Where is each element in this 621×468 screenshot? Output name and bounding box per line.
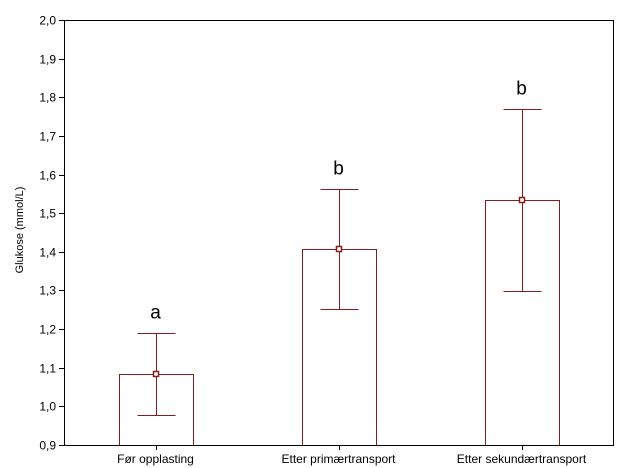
error-bars-layer — [137, 109, 542, 416]
y-tick-label: 1,3 — [39, 284, 56, 298]
y-axis-title: Glukose (mmol/L) — [14, 187, 26, 274]
y-tick-label: 1,0 — [39, 400, 56, 414]
y-tick-label: 1,2 — [39, 323, 56, 337]
group-letter: b — [333, 159, 344, 180]
group-letter: a — [150, 303, 161, 324]
y-tick-label: 2,0 — [39, 14, 56, 28]
mean-point — [152, 370, 160, 378]
x-category-label: Etter primærtransport — [281, 452, 396, 466]
mean-point — [518, 196, 526, 204]
y-tick-label: 1,5 — [39, 207, 56, 221]
y-tick-label: 1,8 — [39, 91, 56, 105]
y-tick-label: 1,6 — [39, 169, 56, 183]
y-tick-label: 1,4 — [39, 246, 56, 260]
y-tick-label: 1,1 — [39, 362, 56, 376]
x-category-label: Før opplasting — [117, 452, 194, 466]
x-category-label: Etter sekundærtransport — [457, 452, 587, 466]
axis-layer — [59, 20, 614, 450]
mean-point — [335, 245, 343, 253]
y-tick-label: 1,7 — [39, 130, 56, 144]
y-tick-label: 0,9 — [39, 439, 56, 453]
group-letter: b — [516, 79, 527, 100]
labels-layer: 0,9 1,0 1,1 1,2 1,3 1,4 1,5 1,6 1,7 1,8 1,9 2,0 Før … — [39, 14, 587, 467]
y-tick-label: 1,9 — [39, 53, 56, 67]
